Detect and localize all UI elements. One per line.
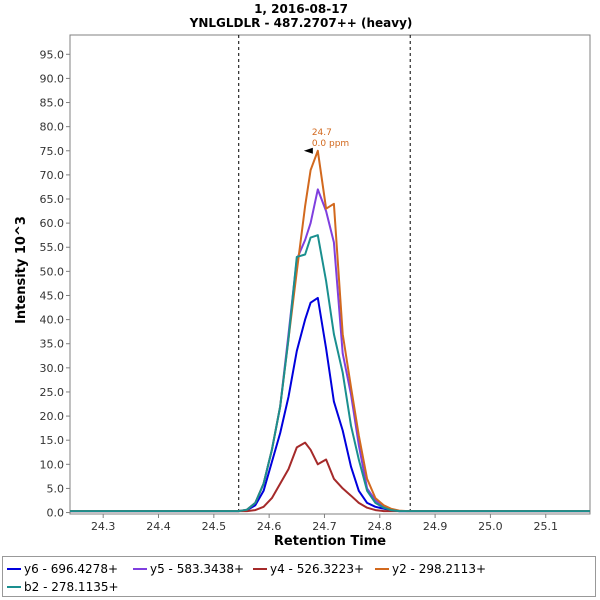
legend-swatch (7, 586, 21, 588)
legend: y6 - 696.4278+ y5 - 583.3438+ y4 - 526.3… (2, 556, 596, 597)
y-tick-label: 85.0 (40, 97, 65, 110)
legend-label: y2 - 298.2113+ (392, 562, 487, 576)
legend-label: y4 - 526.3223+ (270, 562, 365, 576)
x-tick-label: 24.9 (423, 520, 448, 533)
annotation-rt: 24.7 (312, 128, 332, 138)
x-tick-label: 24.8 (368, 520, 393, 533)
x-tick-label: 24.4 (146, 520, 171, 533)
y-tick-label: 75.0 (40, 145, 65, 158)
y-tick-label: 45.0 (40, 289, 65, 302)
chart-subtitle: YNLGLDLR - 487.2707++ (heavy) (189, 16, 413, 30)
y-tick-label: 70.0 (40, 169, 65, 182)
y-tick-label: 60.0 (40, 217, 65, 230)
y-tick-label: 0.0 (47, 507, 65, 520)
chart-title: 1, 2016-08-17 (254, 2, 348, 16)
y-tick-label: 5.0 (47, 482, 65, 495)
series-line-b2[interactable] (70, 234, 590, 513)
legend-swatch (375, 568, 389, 570)
legend-item-b2[interactable]: b2 - 278.1135+ (7, 578, 119, 596)
x-tick-label: 24.6 (257, 520, 282, 533)
x-axis-label: Retention Time (274, 534, 386, 549)
legend-swatch (133, 568, 147, 570)
legend-swatch (253, 568, 267, 570)
x-tick-label: 24.3 (91, 520, 116, 533)
plot-area (69, 34, 591, 515)
legend-swatch (7, 568, 21, 570)
y-tick-label: 15.0 (40, 434, 65, 447)
y-tick-label: 40.0 (40, 314, 65, 327)
legend-item-y5[interactable]: y5 - 583.3438+ (133, 560, 244, 578)
x-tick-label: 25.0 (478, 520, 503, 533)
y-axis-label: Intensity 10^3 (14, 216, 29, 324)
y-tick-label: 95.0 (40, 48, 65, 61)
y-tick-label: 65.0 (40, 193, 65, 206)
legend-label: y5 - 583.3438+ (150, 562, 245, 576)
legend-item-y4[interactable]: y4 - 526.3223+ (253, 560, 364, 578)
y-tick-label: 25.0 (40, 386, 65, 399)
y-tick-label: 90.0 (40, 72, 65, 85)
y-tick-label: 10.0 (40, 458, 65, 471)
x-tick-label: 24.7 (312, 520, 337, 533)
y-tick-label: 20.0 (40, 410, 65, 423)
y-tick-label: 30.0 (40, 362, 65, 375)
y-tick-label: 55.0 (40, 241, 65, 254)
peak-marker-icon (303, 147, 313, 154)
legend-item-y2[interactable]: y2 - 298.2113+ (375, 560, 486, 578)
legend-label: b2 - 278.1135+ (24, 580, 119, 594)
legend-item-y6[interactable]: y6 - 696.4278+ (7, 560, 118, 578)
annotation-ppm: 0.0 ppm (312, 139, 349, 149)
y-tick-label: 35.0 (40, 338, 65, 351)
y-tick-label: 50.0 (40, 265, 65, 278)
x-tick-label: 24.5 (202, 520, 227, 533)
y-tick-label: 80.0 (40, 121, 65, 134)
legend-label: y6 - 696.4278+ (24, 562, 119, 576)
x-tick-label: 25.1 (533, 520, 558, 533)
